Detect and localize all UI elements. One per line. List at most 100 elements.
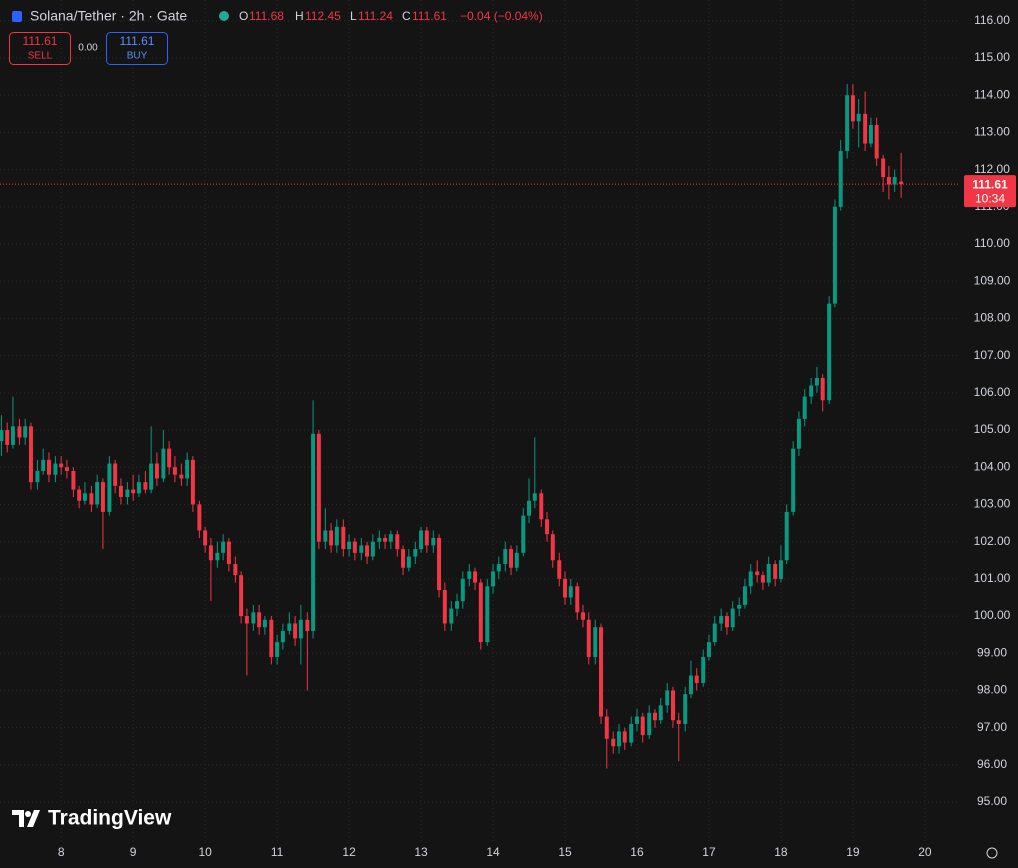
candle-body <box>118 485 123 498</box>
candle-body <box>550 534 555 561</box>
candle-body <box>377 537 382 542</box>
candle-body <box>161 448 166 479</box>
buy-button[interactable] <box>106 32 168 65</box>
y-tick-label: 110.00 <box>974 236 1010 250</box>
candle-body <box>449 608 454 624</box>
x-tick-label: 18 <box>774 845 788 859</box>
candle-body <box>100 482 105 512</box>
candle-body <box>730 608 735 628</box>
y-tick-label: 95.00 <box>977 794 1007 808</box>
candle-body <box>485 586 490 643</box>
candle-body <box>491 571 496 587</box>
candle-body <box>5 430 10 445</box>
candle-body <box>179 474 184 479</box>
candle-body <box>568 586 573 598</box>
candle-body <box>647 712 652 736</box>
x-tick-label: 8 <box>58 845 65 859</box>
candle-body <box>593 627 598 657</box>
candle-body <box>154 463 159 479</box>
menu-icon[interactable] <box>12 11 22 22</box>
candle-body <box>796 418 801 449</box>
sell-price: 111.61 <box>23 34 58 48</box>
x-tick-label: 10 <box>198 845 212 859</box>
y-tick-label: 96.00 <box>977 757 1007 771</box>
candle-body <box>413 549 418 557</box>
candle-body <box>82 493 87 501</box>
candle-body <box>460 578 465 602</box>
candle-body <box>748 571 753 587</box>
y-tick-label: 115.00 <box>974 50 1010 64</box>
candle-body <box>742 586 747 605</box>
candle-body <box>59 463 64 468</box>
candle-body <box>323 530 328 542</box>
candle-body <box>352 541 357 553</box>
candle-body <box>581 612 586 620</box>
candle-body <box>496 563 501 572</box>
candle-body <box>35 470 40 483</box>
candle-body <box>341 526 346 550</box>
x-tick-label: 9 <box>130 845 137 859</box>
x-tick-label: 13 <box>414 845 428 859</box>
y-tick-label: 99.00 <box>977 645 1007 659</box>
candle-body <box>850 95 855 122</box>
high: 112.45 <box>305 9 341 23</box>
gear[interactable] <box>986 847 998 859</box>
candle-body <box>149 463 154 490</box>
y-tick-label: 104.00 <box>974 459 1011 473</box>
header: Solana/Tether · 2h · Gate O 111.68 H 112… <box>9 8 543 65</box>
candle-body <box>503 549 508 564</box>
candle-body <box>95 482 100 505</box>
candle-body <box>886 177 891 185</box>
candle-body <box>185 459 190 479</box>
overlay: 95.0096.0097.0098.0099.00100.00101.00102… <box>0 13 1016 859</box>
low: 111.24 <box>358 9 393 23</box>
candle-body <box>208 545 213 561</box>
candle-body <box>521 515 526 553</box>
candle-body <box>203 530 208 546</box>
candle-body <box>665 690 670 706</box>
candle-body <box>586 619 591 657</box>
grid <box>0 0 958 843</box>
candle-body <box>383 537 388 542</box>
x-tick-label: 14 <box>486 845 500 859</box>
candle-body <box>388 534 393 542</box>
candle-body <box>478 582 483 643</box>
y-tick-label: 102.00 <box>974 534 1011 548</box>
candle-body <box>167 448 172 468</box>
candle-body <box>658 705 663 721</box>
candle-body <box>838 151 843 207</box>
y-tick-label: 116.00 <box>974 13 1010 27</box>
close: 111.61 <box>412 9 447 23</box>
candle-body <box>316 433 321 542</box>
candle-body <box>190 459 195 505</box>
logo-icon <box>12 810 40 827</box>
settings-icon[interactable] <box>986 847 998 859</box>
candle-body <box>347 541 352 550</box>
sell-button[interactable] <box>9 32 71 65</box>
symbol[interactable]: Solana/Tether · 2h · Gate <box>30 8 187 24</box>
candle-body <box>0 430 4 442</box>
candle-body <box>575 586 580 613</box>
candle-body <box>514 552 519 568</box>
candle-body <box>424 530 429 546</box>
candle-body <box>419 530 424 550</box>
candle-body <box>431 537 436 546</box>
candle-body <box>863 113 868 144</box>
candle-body <box>604 716 609 739</box>
candle-body <box>467 571 472 579</box>
candle-body <box>107 463 112 512</box>
candle-body <box>557 560 562 579</box>
y-tick-label: 108.00 <box>974 311 1011 325</box>
y-tick-label: 109.00 <box>974 273 1011 287</box>
countdown: 10:34 <box>975 191 1005 205</box>
candle-body <box>881 158 886 178</box>
candle-body <box>329 530 334 546</box>
candle-body <box>676 720 681 724</box>
candle-body <box>827 303 832 401</box>
candle-body <box>874 124 879 159</box>
candle-body <box>280 630 285 643</box>
y-tick-label: 107.00 <box>974 348 1011 362</box>
candle-body <box>773 563 778 579</box>
candle-body <box>724 616 729 628</box>
candle-body <box>455 601 460 609</box>
